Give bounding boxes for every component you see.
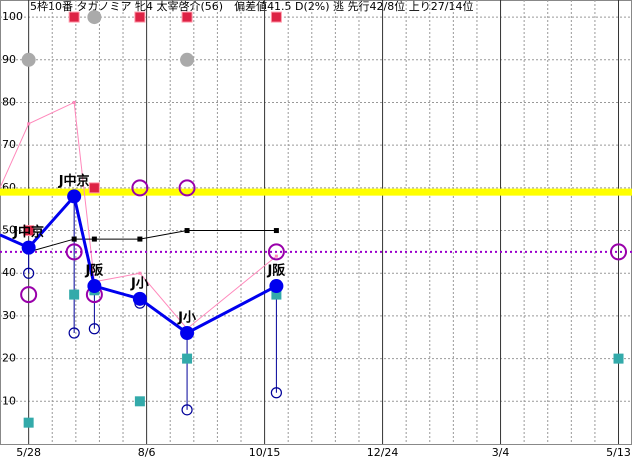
- data-label: J中京: [12, 224, 44, 240]
- point: [267, 243, 285, 261]
- data-label: J中京: [58, 173, 90, 189]
- y-tick-label: 20: [2, 352, 16, 365]
- data-label: J阪: [84, 264, 104, 279]
- point: [67, 189, 82, 204]
- x-tick-label: 12/24: [367, 446, 399, 459]
- y-tick-label: 30: [2, 309, 16, 322]
- point: [68, 11, 80, 23]
- point: [88, 323, 100, 335]
- series-line: [28, 230, 277, 253]
- chart-title: 5枠10番 タガノミア 牝4 太宰啓介(56) 偏差値41.5 D(2%) 逃 …: [30, 0, 473, 13]
- point: [87, 279, 102, 294]
- point: [20, 286, 38, 304]
- point: [134, 11, 146, 23]
- y-tick-label: 80: [2, 95, 16, 108]
- point: [68, 327, 80, 339]
- point: [72, 100, 76, 104]
- point: [23, 417, 34, 428]
- point: [182, 353, 193, 364]
- point: [269, 279, 284, 294]
- point: [138, 271, 142, 275]
- point: [87, 10, 102, 25]
- point: [23, 225, 35, 237]
- point: [274, 254, 278, 258]
- point: [184, 228, 190, 234]
- point: [271, 289, 282, 300]
- point: [71, 236, 77, 242]
- point: [180, 326, 195, 340]
- point: [273, 228, 279, 234]
- point: [88, 182, 100, 194]
- x-tick-label: 3/4: [492, 446, 510, 459]
- x-tick-label: 5/28: [16, 446, 41, 459]
- data-label: J阪: [266, 264, 286, 279]
- point: [134, 396, 145, 407]
- point: [180, 52, 195, 67]
- point: [270, 387, 282, 399]
- y-tick-label: 50: [2, 224, 16, 237]
- point: [270, 11, 282, 23]
- point: [69, 289, 80, 300]
- data-label: J小: [177, 311, 196, 326]
- point: [137, 236, 143, 242]
- point: [613, 353, 624, 364]
- y-tick-label: 100: [2, 10, 23, 23]
- point: [181, 404, 193, 416]
- point: [21, 240, 36, 255]
- point: [21, 52, 36, 67]
- point: [610, 243, 628, 261]
- y-tick-label: 10: [2, 394, 16, 407]
- x-tick-label: 10/15: [249, 446, 281, 459]
- point: [181, 11, 193, 23]
- plot-area: [0, 0, 632, 445]
- point: [178, 179, 196, 197]
- x-tick-label: 5/13: [606, 446, 631, 459]
- x-tick-label: 8/6: [138, 446, 156, 459]
- point: [65, 243, 83, 261]
- point: [23, 267, 35, 279]
- y-tick-label: 70: [2, 138, 16, 151]
- point: [27, 122, 31, 126]
- point: [131, 179, 149, 197]
- y-tick-label: 90: [2, 53, 16, 66]
- point: [91, 236, 97, 242]
- data-label: J小: [130, 276, 149, 291]
- point: [132, 291, 147, 306]
- y-tick-label: 40: [2, 266, 16, 279]
